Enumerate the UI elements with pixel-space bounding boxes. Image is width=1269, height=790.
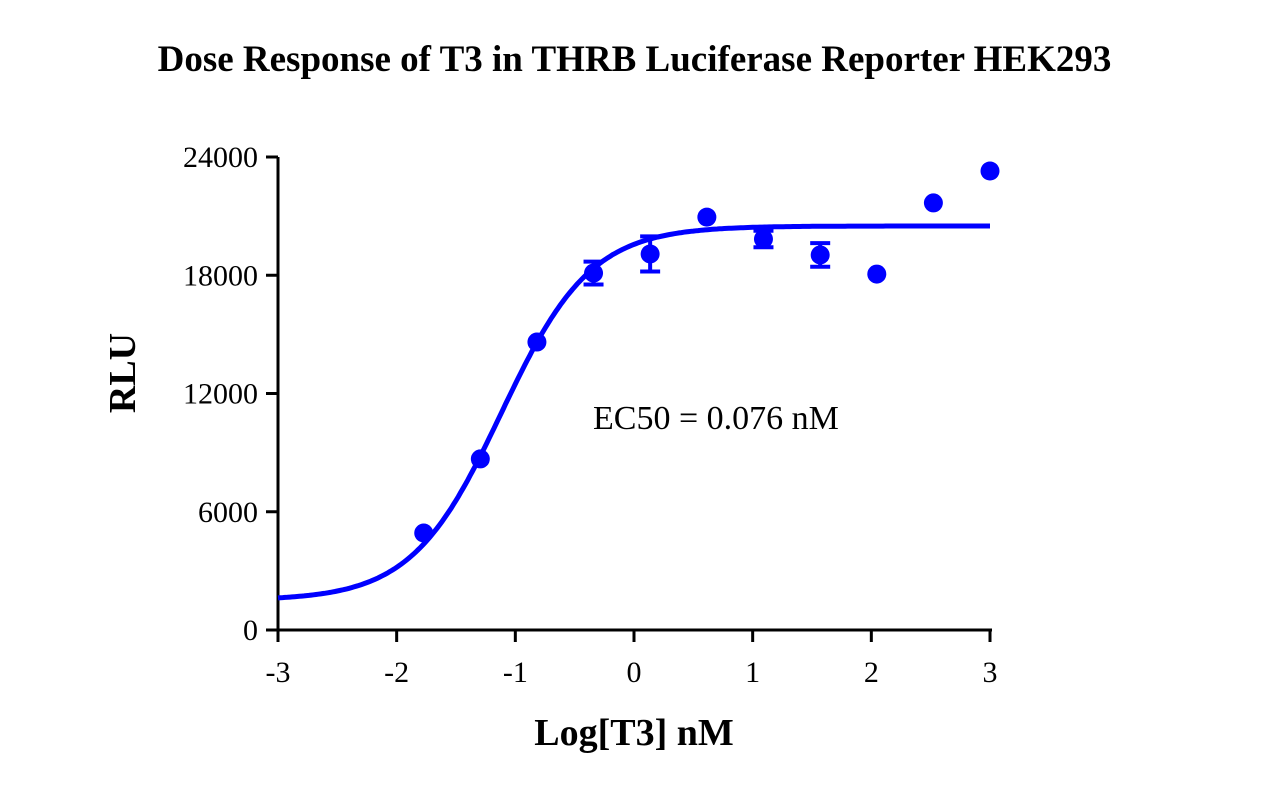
x-tick-label: 0 bbox=[627, 656, 642, 689]
x-tick-label: -1 bbox=[503, 656, 528, 689]
x-tick-label: 3 bbox=[983, 656, 998, 689]
y-tick-label: 24000 bbox=[183, 141, 258, 174]
y-axis-label: RLU bbox=[102, 333, 144, 413]
data-point bbox=[584, 263, 604, 283]
y-tick-label: 12000 bbox=[183, 378, 258, 411]
x-tick-label: -3 bbox=[266, 656, 291, 689]
data-point bbox=[980, 161, 1000, 181]
data-point bbox=[923, 193, 943, 213]
y-tick-label: 18000 bbox=[183, 259, 258, 292]
y-tick-label: 6000 bbox=[198, 496, 258, 529]
data-point bbox=[697, 207, 717, 227]
data-point bbox=[753, 229, 773, 249]
data-point bbox=[640, 244, 660, 264]
ec50-annotation: EC50 = 0.076 nM bbox=[593, 400, 839, 437]
chart-title: Dose Response of T3 in THRB Luciferase R… bbox=[157, 39, 1112, 80]
y-tick-label: 0 bbox=[243, 614, 258, 647]
x-tick-label: 2 bbox=[864, 656, 879, 689]
x-tick-label: 1 bbox=[745, 656, 760, 689]
data-point bbox=[470, 449, 490, 469]
data-point bbox=[810, 245, 830, 265]
data-point bbox=[414, 523, 434, 543]
x-axis-label: Log[T3] nM bbox=[534, 712, 734, 754]
x-tick-label: -2 bbox=[384, 656, 409, 689]
data-point bbox=[527, 332, 547, 352]
data-point bbox=[867, 264, 887, 284]
fit-curve bbox=[277, 223, 990, 601]
